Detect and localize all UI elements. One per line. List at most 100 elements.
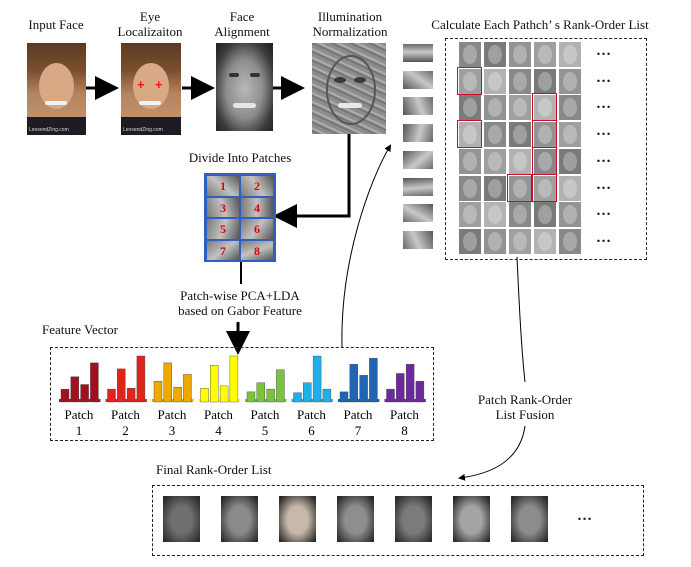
aligned-face-photo xyxy=(216,43,273,131)
feature-bar xyxy=(60,388,70,403)
feature-bar xyxy=(70,376,79,403)
ranked-face-thumbnail xyxy=(484,148,506,174)
ranked-face-thumbnail xyxy=(509,228,531,254)
patch-thumbnail xyxy=(403,150,433,169)
ranked-face-thumbnail xyxy=(509,95,531,121)
illumination-normalization-label: Illumination Normalization xyxy=(312,9,388,39)
patch-bar-group-frame xyxy=(245,399,287,402)
patch-number: 4 xyxy=(254,200,260,215)
ranked-face-thumbnail xyxy=(484,175,506,201)
patch-word-label: Patch xyxy=(65,407,94,422)
rank-order-box: …………………… xyxy=(445,38,647,260)
feature-bar xyxy=(266,388,275,403)
normalized-face-photo xyxy=(312,43,386,134)
patch-number: 1 xyxy=(220,179,226,193)
patch-number-label: 4 xyxy=(215,423,222,438)
arrow-illum-to-patches xyxy=(273,134,351,228)
patch-number: 8 xyxy=(254,243,260,258)
feature-bar xyxy=(293,392,302,403)
patch-thumbnail xyxy=(403,204,433,223)
final-ranked-face xyxy=(453,496,490,542)
feature-bar xyxy=(163,362,173,403)
eye-localization-photo: + + LeosendZing.com xyxy=(121,43,181,135)
input-face-photo: LeosendZing.com xyxy=(27,43,86,135)
patch-cell xyxy=(207,197,239,217)
final-rank-order-box: … xyxy=(152,485,644,556)
patch-bar-group-frame xyxy=(59,399,101,402)
feature-vector-label: Feature Vector xyxy=(42,322,118,337)
feature-vector-chart: Patch1Patch2Patch3Patch4Patch5Patch6Patc… xyxy=(59,355,426,438)
ranked-face-thumbnail xyxy=(484,122,506,148)
patch-bar-group-frame xyxy=(338,399,380,402)
match-highlight xyxy=(532,120,557,149)
arrow-rank-to-fusion xyxy=(516,256,526,383)
ranked-face-thumbnail xyxy=(459,95,481,121)
feature-bar xyxy=(219,385,229,403)
feature-bar xyxy=(276,369,285,403)
feature-bar xyxy=(415,381,425,403)
match-highlight xyxy=(532,146,557,175)
match-highlight xyxy=(532,173,557,202)
feature-bar xyxy=(369,358,378,403)
patch-word-label: Patch xyxy=(297,407,326,422)
patch-number-label: 1 xyxy=(76,423,83,438)
divide-into-patches-label: Divide Into Patches xyxy=(188,150,292,165)
ranked-face-thumbnail xyxy=(559,68,581,94)
patch-word-label: Patch xyxy=(344,407,373,422)
patch-number: 2 xyxy=(254,179,260,193)
patch-word-label: Patch xyxy=(158,407,187,422)
patch-word-label: Patch xyxy=(390,407,419,422)
feature-bar xyxy=(183,374,192,403)
ranked-face-thumbnail xyxy=(559,42,581,67)
ranked-face-thumbnail xyxy=(459,42,481,67)
feature-bar xyxy=(117,368,126,403)
input-face-label: Input Face xyxy=(28,17,84,32)
more-ellipsis: … xyxy=(596,96,612,113)
ranked-face-thumbnail xyxy=(559,228,581,254)
fusion-label: Patch Rank-Order List Fusion xyxy=(477,392,573,422)
feature-bar xyxy=(303,382,312,403)
ranked-face-thumbnail xyxy=(534,228,556,254)
ranked-face-thumbnail xyxy=(459,202,481,228)
more-ellipsis: … xyxy=(577,508,593,524)
eye-localization-label: Eye Localizaiton xyxy=(117,9,183,39)
feature-bar xyxy=(210,365,219,403)
patch-number: 3 xyxy=(220,200,226,215)
more-ellipsis: … xyxy=(596,123,612,140)
ranked-face-thumbnail xyxy=(509,68,531,94)
ranked-face-thumbnail xyxy=(559,202,581,228)
patch-word-label: Patch xyxy=(111,407,140,422)
feature-bar xyxy=(229,355,239,403)
feature-vector-box: Patch 1 Patch 2 Patch 3 Patch 4 Patch 5 Patch 6 Patc… xyxy=(50,347,434,441)
ranked-face-thumbnail xyxy=(509,42,531,67)
patch-thumbnail xyxy=(403,70,433,89)
ranked-face-thumbnail xyxy=(509,175,531,201)
patch-cell xyxy=(241,240,273,260)
feature-bar xyxy=(200,388,209,403)
feature-bar xyxy=(136,355,146,403)
ranked-face-thumbnail xyxy=(459,148,481,174)
eye-marker-left: + xyxy=(137,77,145,92)
eye-marker-right: + xyxy=(155,77,163,92)
patch-number-label: 8 xyxy=(401,423,408,438)
ranked-face-thumbnail xyxy=(534,68,556,94)
final-ranked-face xyxy=(337,496,374,542)
ranked-face-thumbnail xyxy=(534,95,556,121)
face-alignment-label: Face Alignment xyxy=(214,9,270,39)
more-ellipsis: … xyxy=(596,149,612,166)
final-ranked-face xyxy=(221,496,258,542)
ranked-face-thumbnail xyxy=(509,202,531,228)
more-ellipsis: … xyxy=(596,229,612,246)
patch-word-label: Patch xyxy=(204,407,233,422)
ranked-face-thumbnail xyxy=(484,95,506,121)
patch-number-label: 3 xyxy=(169,423,176,438)
final-ranked-face xyxy=(511,496,548,542)
ranked-face-thumbnail xyxy=(534,42,556,67)
ranked-face-thumbnail xyxy=(459,68,481,94)
match-highlight xyxy=(457,66,482,95)
ranked-face-thumbnail xyxy=(559,95,581,121)
final-ranked-face xyxy=(163,496,200,542)
arrow-vector-to-rank xyxy=(341,144,392,348)
ranked-face-thumbnail xyxy=(534,175,556,201)
